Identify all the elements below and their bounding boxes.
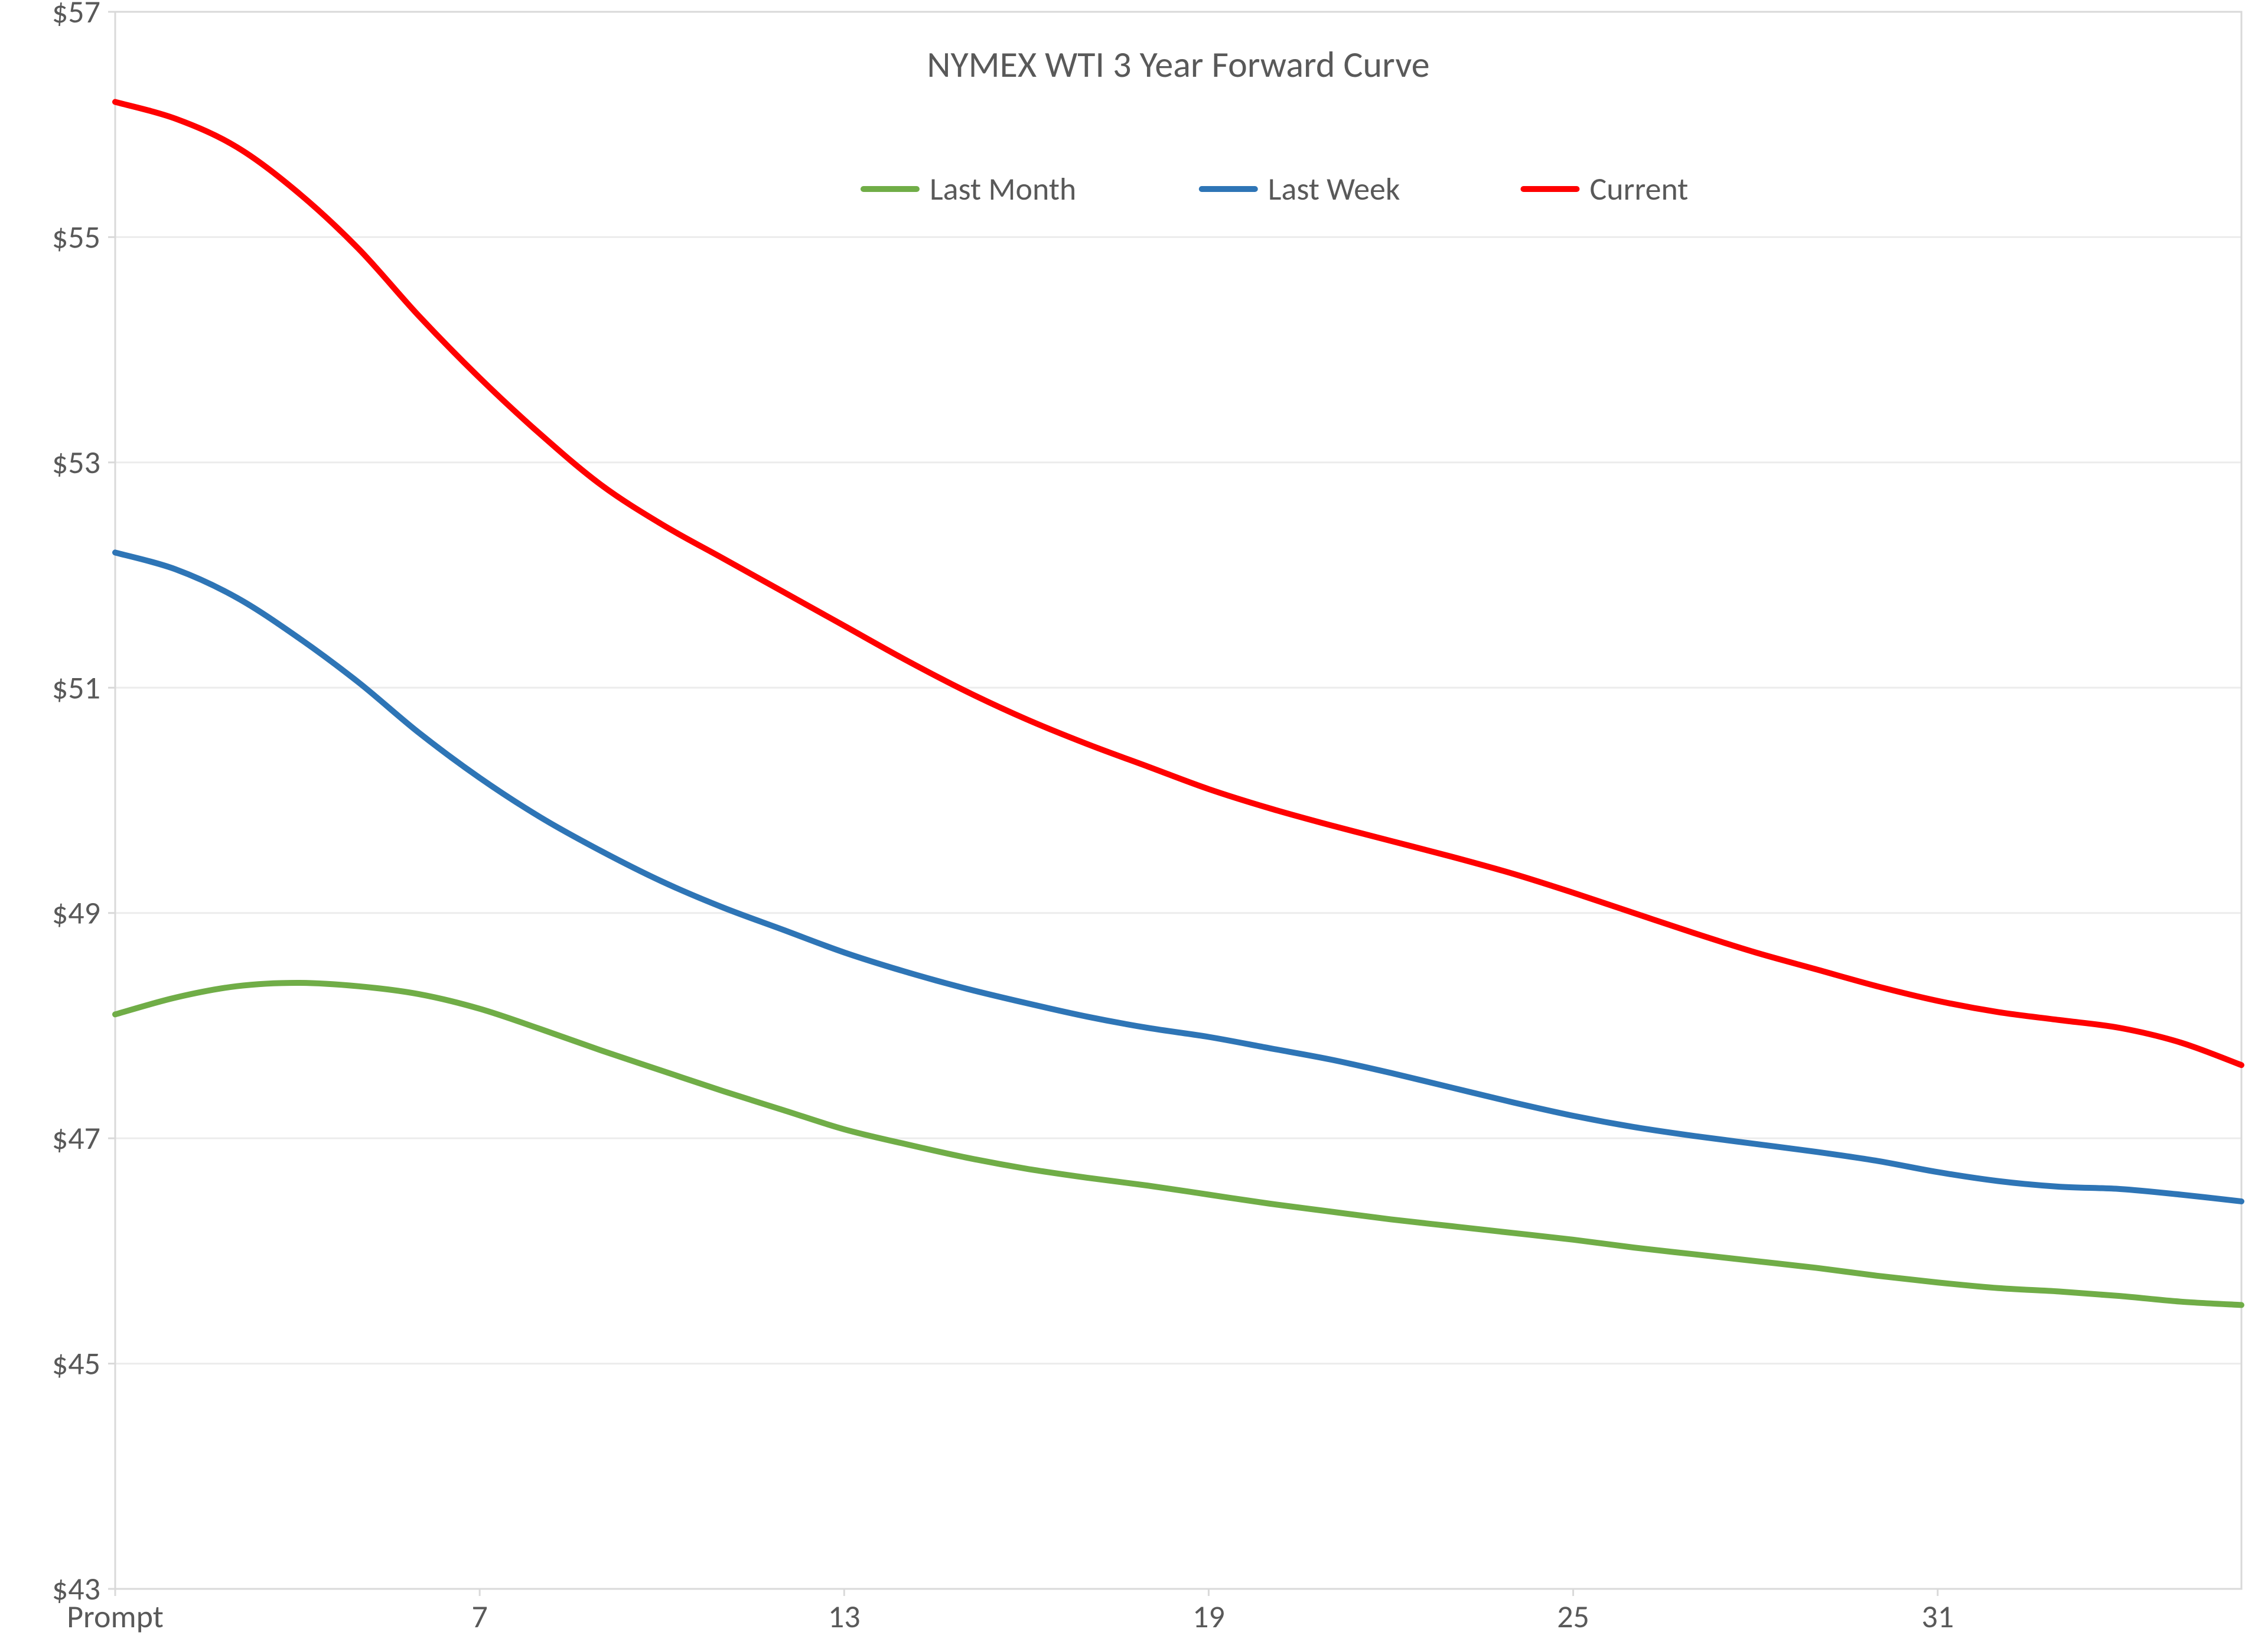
forward-curve-chart: $43$45$47$49$51$53$55$57Prompt713192531N… — [0, 0, 2268, 1645]
x-tick-label: 7 — [471, 1597, 487, 1636]
x-tick-label: 25 — [1557, 1597, 1589, 1636]
y-tick-label: $49 — [52, 894, 100, 933]
legend-label: Last Month — [930, 170, 1076, 209]
y-tick-label: $47 — [52, 1119, 100, 1158]
x-tick-label: Prompt — [67, 1597, 164, 1636]
x-tick-label: 19 — [1192, 1597, 1225, 1636]
y-tick-label: $57 — [52, 0, 100, 31]
chart-title: NYMEX WTI 3 Year Forward Curve — [927, 42, 1429, 87]
chart-svg: $43$45$47$49$51$53$55$57Prompt713192531N… — [0, 0, 2268, 1645]
x-tick-label: 31 — [1921, 1597, 1954, 1636]
y-tick-label: $45 — [52, 1344, 100, 1383]
y-tick-label: $55 — [52, 217, 100, 256]
legend-label: Current — [1589, 170, 1688, 209]
y-tick-label: $53 — [52, 443, 100, 482]
x-tick-label: 13 — [828, 1597, 861, 1636]
legend-label: Last Week — [1268, 170, 1400, 209]
y-tick-label: $51 — [52, 668, 100, 707]
